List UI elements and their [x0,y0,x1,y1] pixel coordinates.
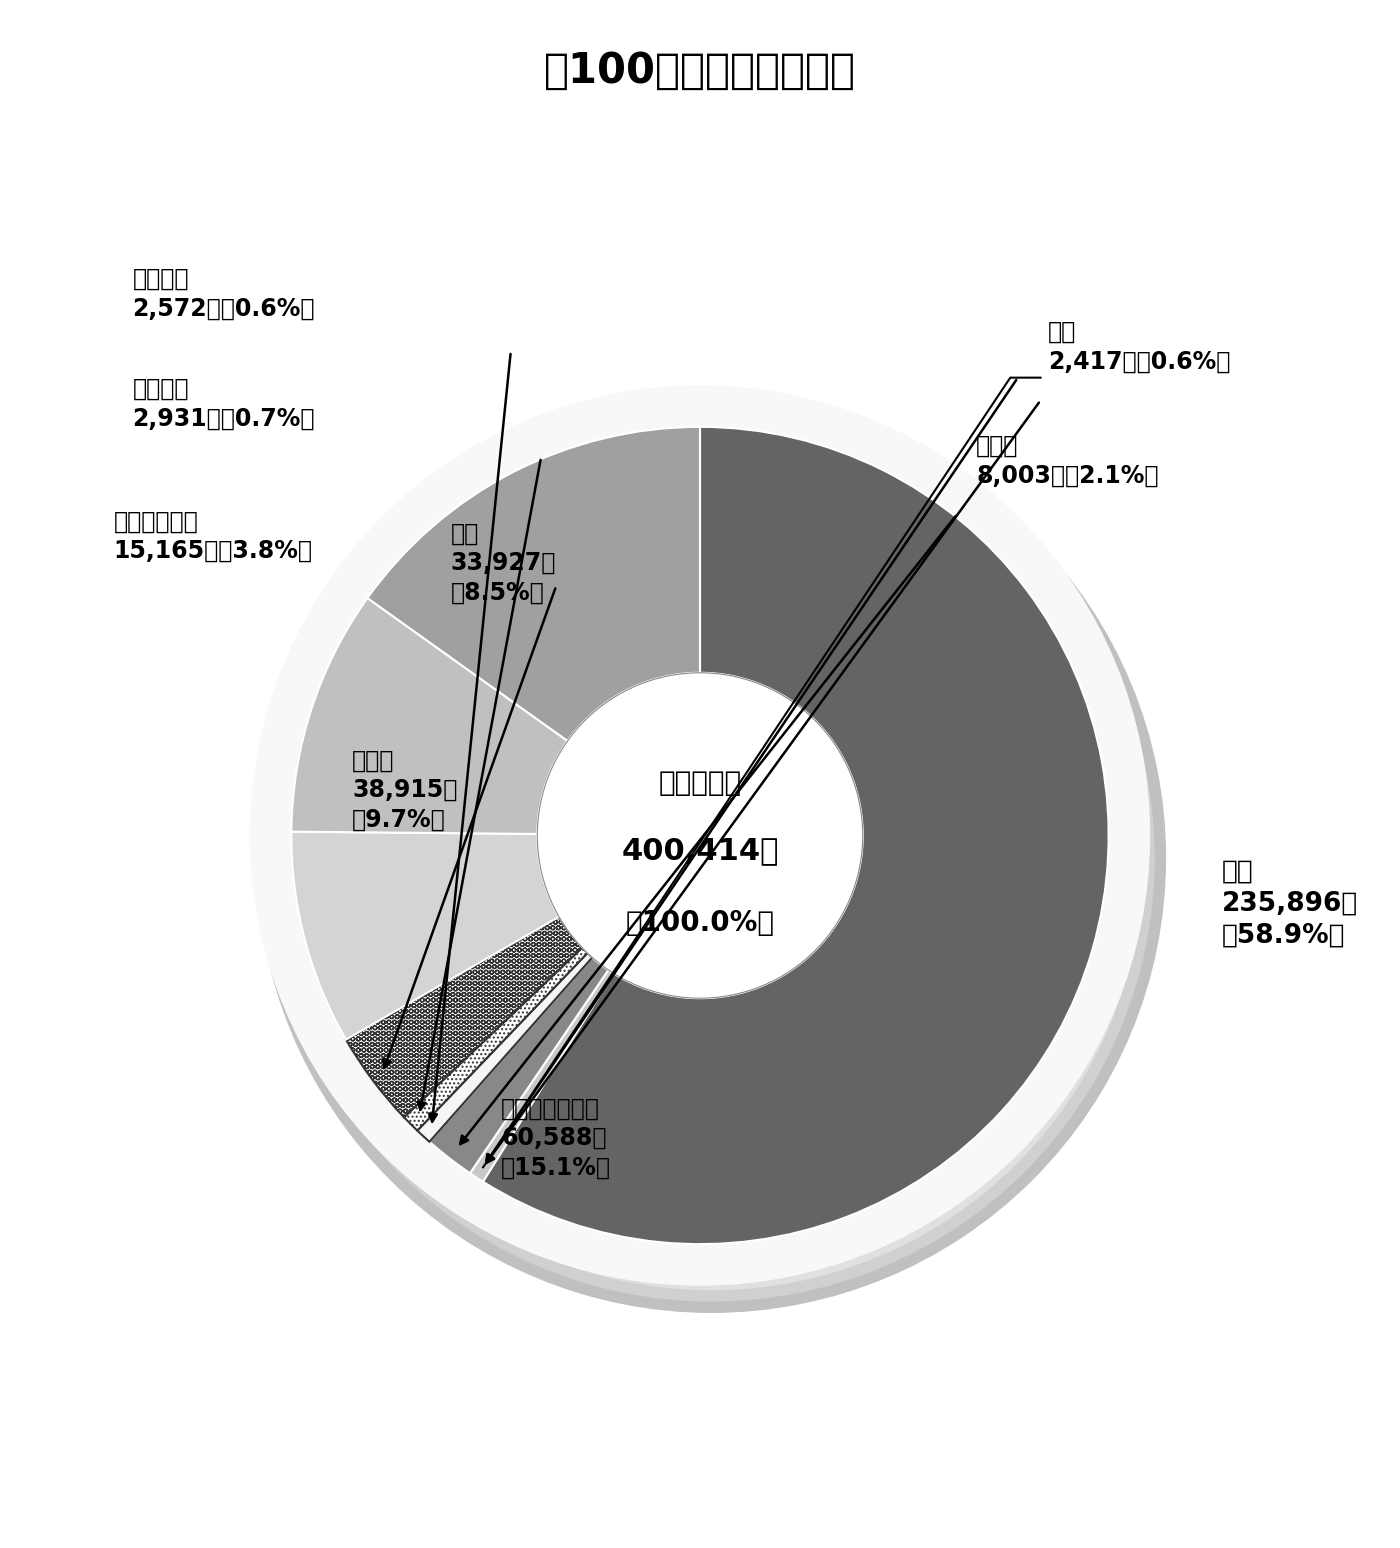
Circle shape [258,404,1165,1313]
Text: 電気
2,417人（0.6%）: 電気 2,417人（0.6%） [1049,320,1231,375]
Circle shape [291,438,1131,1279]
Wedge shape [346,916,582,1118]
Text: 介護サービス
15,165人（3.8%）: 介護サービス 15,165人（3.8%） [113,509,312,563]
Text: 下水道
38,915人
（9.7%）: 下水道 38,915人 （9.7%） [353,748,458,831]
Text: 病院
235,896人
（58.9%）: 病院 235,896人 （58.9%） [1222,859,1358,949]
Text: 交通
33,927人
（8.5%）: 交通 33,927人 （8.5%） [451,522,556,605]
Text: 水道（含簡水）
60,588人
（15.1%）: 水道（含簡水） 60,588人 （15.1%） [501,1096,612,1180]
Wedge shape [470,971,613,1181]
Text: 400,414人: 400,414人 [622,836,778,865]
Circle shape [269,415,1154,1300]
Wedge shape [405,947,588,1130]
Text: 第100図　職員数の状況: 第100図 職員数の状況 [545,50,855,91]
Wedge shape [483,427,1109,1245]
Text: （100.0%）: （100.0%） [626,909,774,937]
Text: その他
8,003人（2.1%）: その他 8,003人（2.1%） [976,433,1159,488]
Circle shape [538,673,862,998]
Text: 宅地造成
2,931人（0.7%）: 宅地造成 2,931人（0.7%） [133,376,315,430]
Text: 職　員　数: 職 員 数 [658,768,742,797]
Wedge shape [417,954,592,1142]
Wedge shape [291,831,559,1040]
Circle shape [251,385,1149,1285]
Circle shape [280,427,1142,1289]
Wedge shape [291,598,567,834]
Text: 観光施設
2,572人（0.6%）: 観光施設 2,572人（0.6%） [133,268,315,320]
Wedge shape [430,957,609,1173]
Wedge shape [367,427,700,741]
